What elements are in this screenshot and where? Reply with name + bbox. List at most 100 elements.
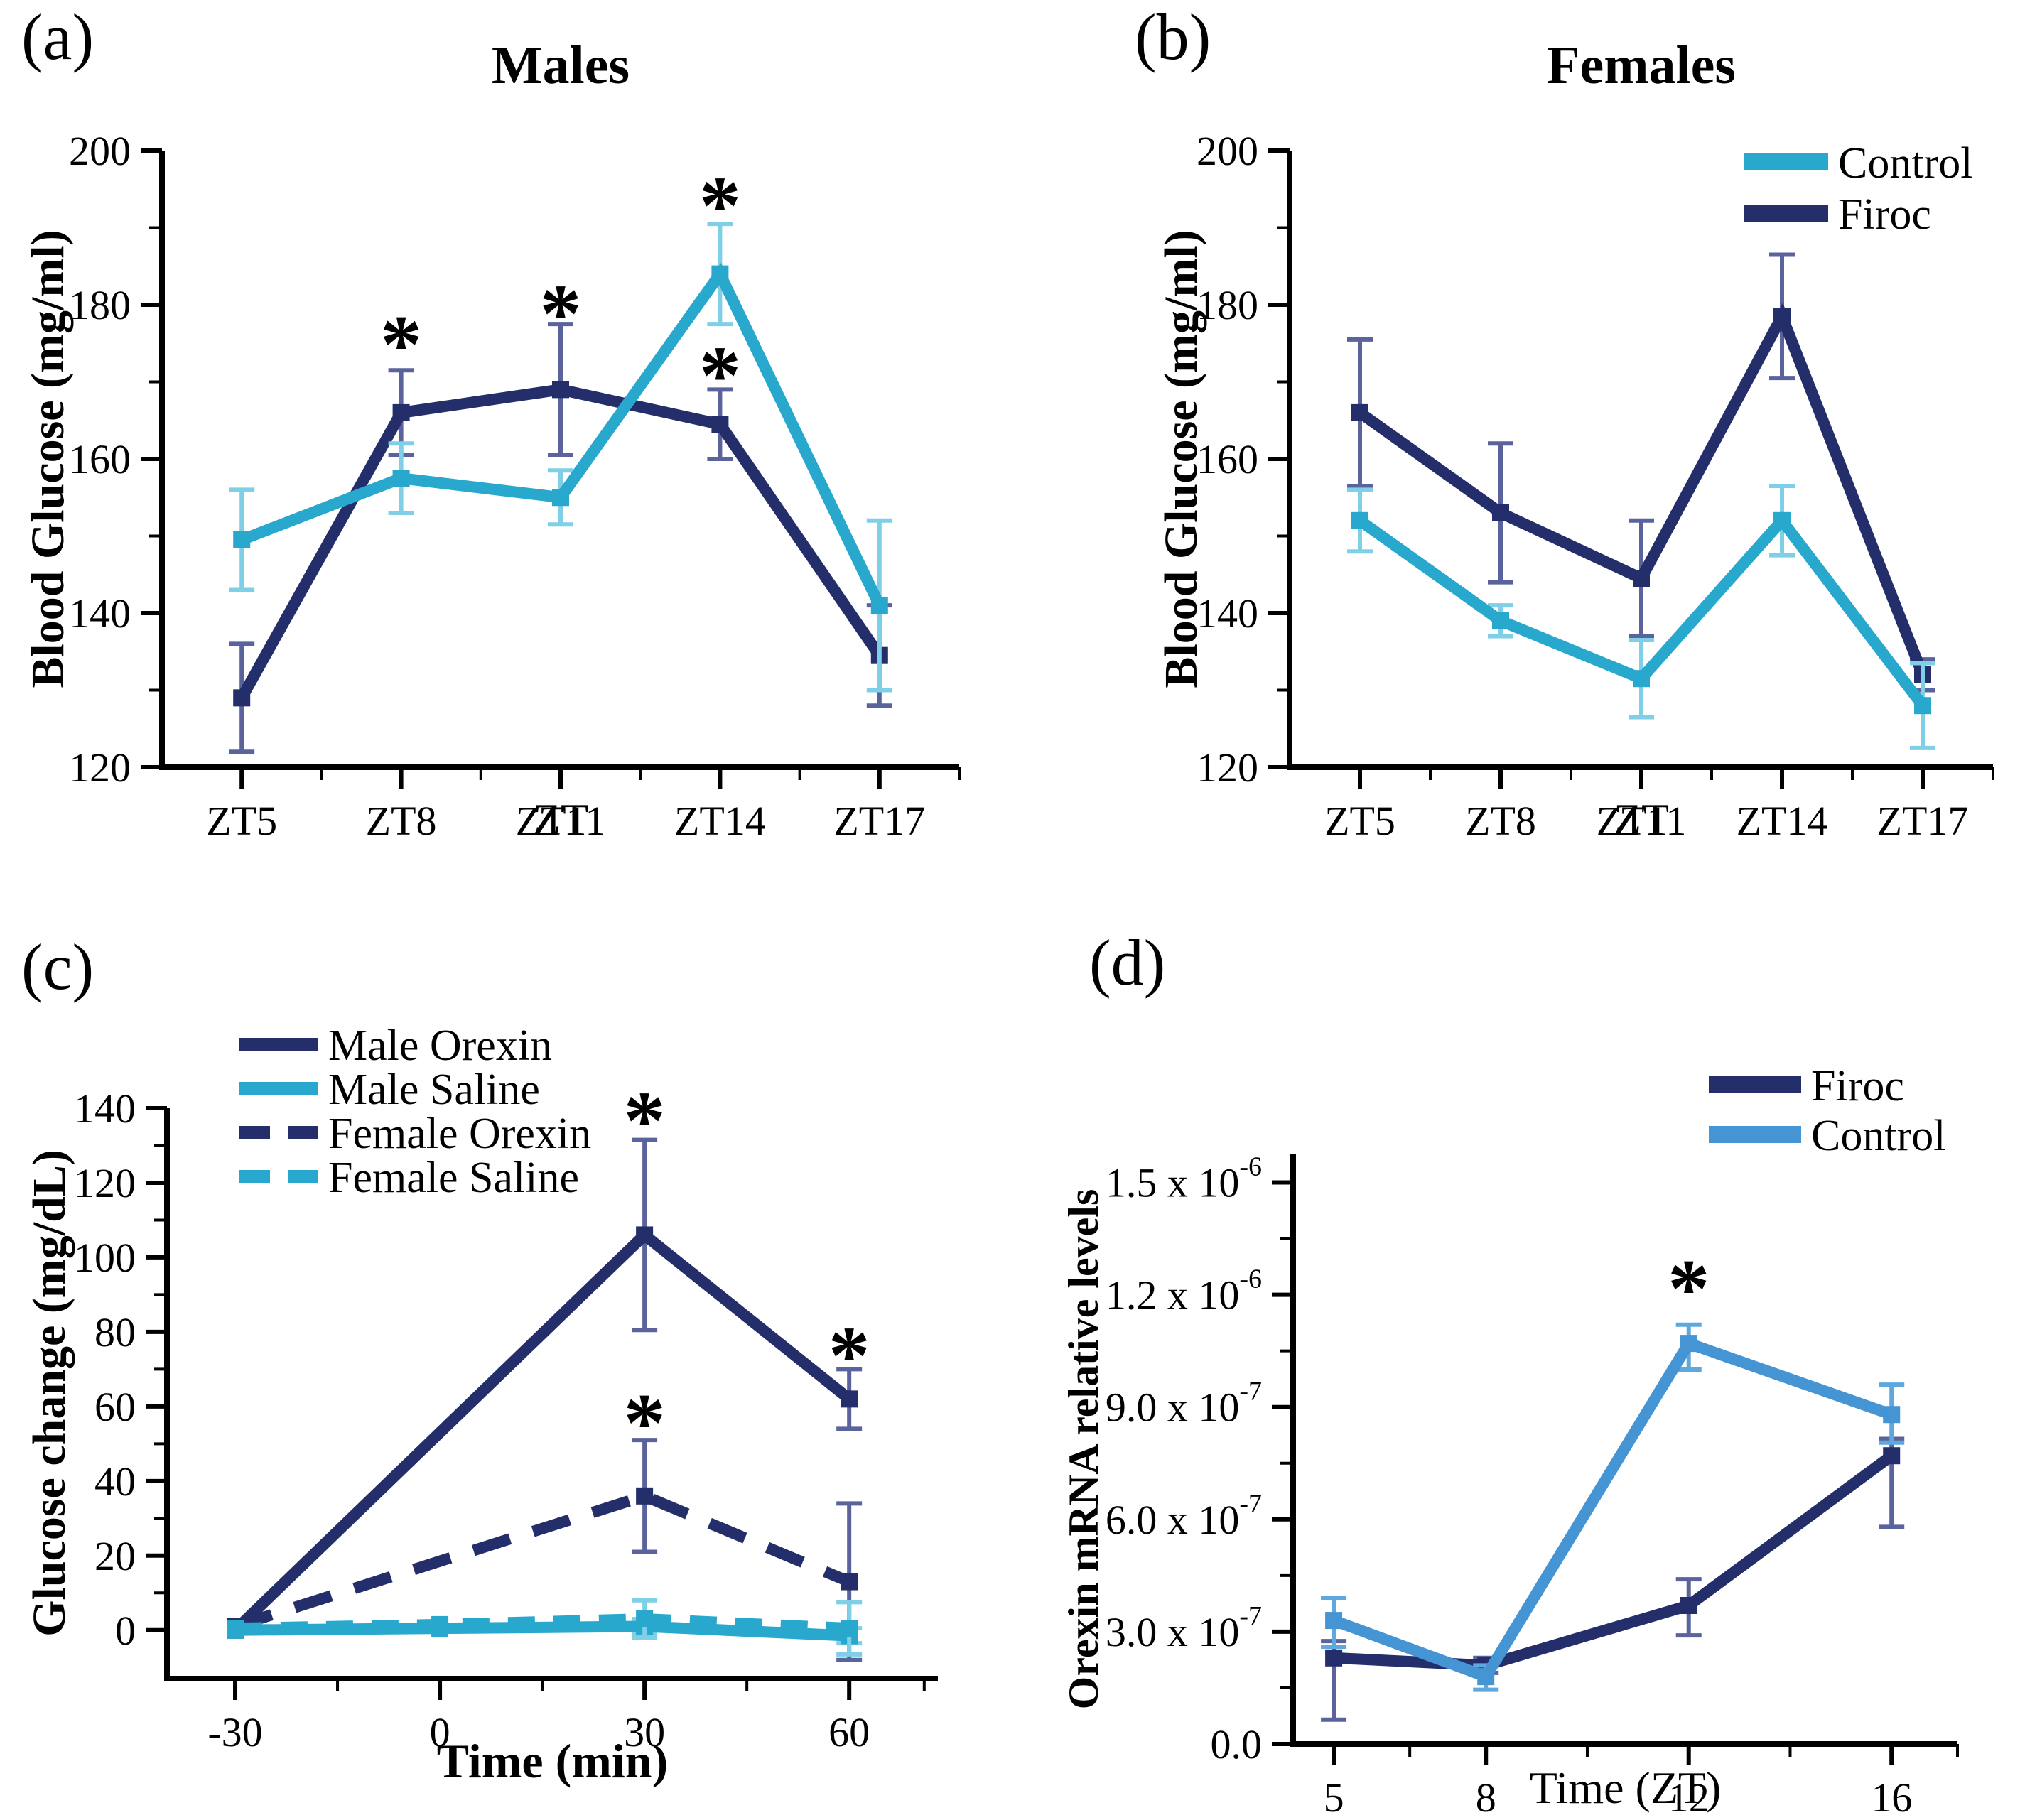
legend-label: Control <box>1838 139 1972 188</box>
y-tick-label: 160 <box>1197 436 1258 482</box>
y-tick-label: 60 <box>94 1384 136 1430</box>
data-point-marker <box>1883 1447 1901 1465</box>
chart-canvas-glucose-change: 0 20 40 60 80 100 120 140 -30 0 30 60 Male OrexinMal… <box>74 1022 938 1755</box>
data-point-marker <box>1680 1597 1697 1615</box>
y-tick-label: 6.0 x 10-7 <box>1106 1489 1262 1543</box>
panel-b-females: 120 140 160 180 200 ZT5 ZT8 ZT11 ZT14 ZT17 Control… <box>1012 0 2025 920</box>
y-tick-label: 100 <box>74 1235 136 1281</box>
data-point-marker <box>1325 1612 1343 1630</box>
x-tick-label: ZT11 <box>1597 798 1687 844</box>
data-point-marker <box>552 489 569 507</box>
y-tick-label: 3.0 x 10-7 <box>1106 1601 1262 1655</box>
data-point-marker <box>1492 504 1509 521</box>
y-tick-label: 120 <box>69 744 131 791</box>
y-tick-label: 180 <box>69 282 131 328</box>
panel-c-glucose-change: 0 20 40 60 80 100 120 140 -30 0 30 60 Male Orexin Mal… <box>0 920 1012 1820</box>
y-tick-label: 80 <box>94 1309 136 1355</box>
y-tick-label: 120 <box>74 1160 136 1206</box>
x-tick-label: ZT14 <box>674 798 766 844</box>
data-point-marker <box>1914 697 1931 715</box>
y-tick-label: 140 <box>69 590 131 637</box>
data-point-marker <box>1773 511 1791 529</box>
sig-asterisk: * <box>540 267 582 360</box>
y-tick-label: 200 <box>1197 128 1258 174</box>
legend-label: Male Saline <box>328 1066 540 1114</box>
x-tick-label: 8 <box>1476 1775 1496 1820</box>
data-point-marker <box>1680 1335 1697 1353</box>
x-axis-label-d: Time (ZT) <box>1529 1762 1722 1813</box>
y-axis-label-a: Blood Glucose (mg/ml) <box>22 229 74 688</box>
sig-asterisk: * <box>828 1309 870 1402</box>
data-point-marker <box>1477 1668 1495 1686</box>
sig-asterisk: * <box>699 329 741 422</box>
chart-canvas-females: 120 140 160 180 200 ZT5 ZT8 ZT11 ZT14 ZT17 Control… <box>1197 128 1994 844</box>
y-tick-label: 140 <box>1197 590 1258 637</box>
series-line-female-saline <box>234 1613 850 1635</box>
data-point-marker <box>636 1226 654 1244</box>
sig-asterisk: * <box>624 1376 666 1469</box>
data-point-marker <box>711 265 729 283</box>
y-tick-label: 1.5 x 10-6 <box>1106 1152 1262 1206</box>
data-point-marker <box>1883 1406 1901 1424</box>
x-tick-label: ZT5 <box>1324 798 1395 844</box>
panel-title-males: Males <box>491 36 630 95</box>
legend-label: Female Orexin <box>328 1110 591 1158</box>
sig-asterisk: * <box>699 159 741 252</box>
x-tick-label: ZT8 <box>1465 798 1536 844</box>
y-tick-label: 1.2 x 10-6 <box>1106 1264 1262 1318</box>
data-point-marker <box>1351 511 1368 529</box>
sig-asterisk: * <box>624 1074 666 1167</box>
y-axis-label-b: Blood Glucose (mg/ml) <box>1155 229 1207 688</box>
sig-asterisk: * <box>1668 1242 1710 1336</box>
y-tick-label: 0 <box>115 1608 136 1654</box>
y-tick-label: 40 <box>94 1458 136 1505</box>
data-point-marker <box>1633 570 1650 587</box>
x-axis-label-a: ZT <box>532 794 589 845</box>
data-point-marker <box>1351 403 1368 421</box>
x-tick-label: 60 <box>828 1709 870 1755</box>
x-tick-label: -30 <box>207 1709 262 1755</box>
data-point-marker <box>227 1620 244 1637</box>
sig-asterisk: * <box>380 298 422 391</box>
x-tick-label: ZT17 <box>1877 798 1969 844</box>
y-tick-label: 0.0 <box>1211 1721 1263 1767</box>
y-tick-label: 160 <box>69 436 131 482</box>
x-tick-label: 0 <box>430 1709 450 1755</box>
x-axis-label-c: Time (min) <box>436 1734 669 1788</box>
panel-letter-c: (c) <box>21 931 94 1003</box>
x-tick-label: 5 <box>1324 1775 1344 1820</box>
y-tick-label: 140 <box>74 1085 136 1132</box>
data-point-marker <box>636 1610 654 1628</box>
y-tick-label: 20 <box>94 1533 136 1579</box>
y-axis-label-d: Orexin mRNA relative levels <box>1060 1188 1107 1710</box>
series-line-female-orexin <box>233 1490 852 1632</box>
data-point-marker <box>1325 1649 1343 1667</box>
x-tick-label: ZT5 <box>206 798 277 844</box>
data-point-marker <box>552 381 569 399</box>
y-tick-label: 9.0 x 10-7 <box>1106 1377 1262 1431</box>
panel-letter-a: (a) <box>21 1 94 73</box>
axes <box>159 151 959 770</box>
data-point-marker <box>1492 612 1509 629</box>
series-line-male-orexin <box>231 1227 853 1635</box>
data-point-marker <box>233 689 251 707</box>
data-point-marker <box>431 1615 449 1633</box>
x-tick-label: ZT17 <box>833 798 925 844</box>
chart-canvas-orexin-mrna: 0.0 3.0 x 10-7 6.0 x 10-7 9.0 x 10-7 1.2 x 1… <box>1106 1062 1959 1820</box>
data-point-marker <box>841 1390 858 1408</box>
legend-label: Female Saline <box>328 1154 579 1202</box>
axes <box>164 1108 938 1681</box>
data-point-marker <box>841 1620 858 1637</box>
data-point-marker <box>1633 670 1650 688</box>
series-line-firoc <box>1333 1451 1895 1672</box>
data-point-marker <box>711 416 729 433</box>
data-point-marker <box>841 1573 858 1591</box>
legend-label: Control <box>1811 1112 1945 1160</box>
y-axis-label-c: Glucose change (mg/dL) <box>23 1149 75 1637</box>
legend-label: Firoc <box>1838 190 1931 239</box>
y-tick-label: 200 <box>69 128 131 174</box>
x-tick-label: ZT14 <box>1737 798 1828 844</box>
data-point-marker <box>233 531 251 548</box>
x-tick-label: 30 <box>624 1709 665 1755</box>
